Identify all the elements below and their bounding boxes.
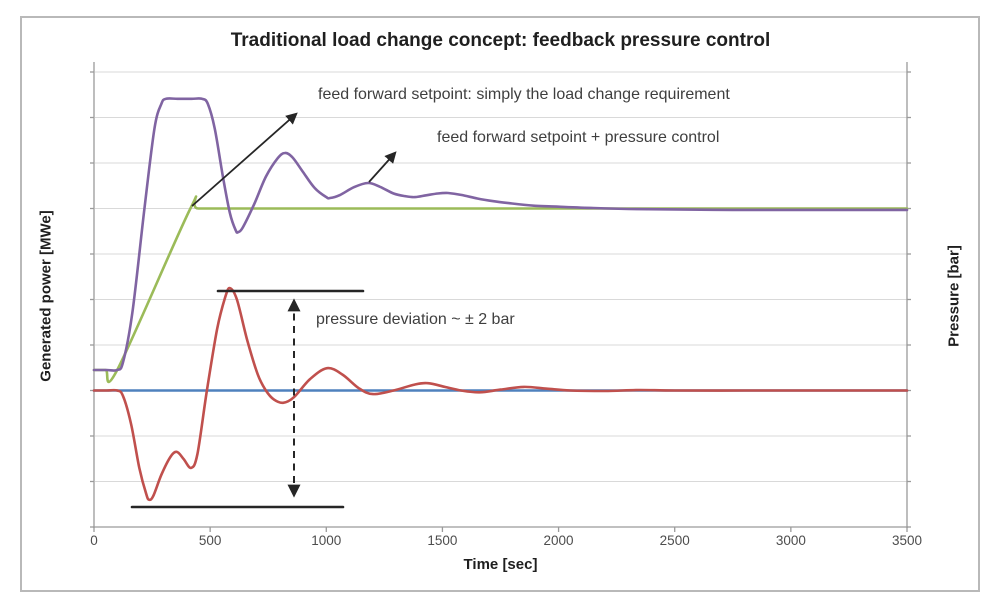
x-tick-label: 500: [198, 533, 222, 548]
x-tick-label: 3000: [775, 533, 806, 548]
x-tick-label: 1500: [427, 533, 458, 548]
series-line-3-pressure-feedback-controlled-deviation-2: [92, 286, 909, 502]
figure-border: [20, 16, 980, 592]
left-y-axis-title: Generated power [MWe]: [37, 210, 55, 382]
series-line-1-feed-forward-setpoint-pressure-control-g: [92, 97, 909, 372]
series-line-0-feed-forward-setpoint-load-change-requir: [92, 195, 909, 384]
x-tick-label: 2000: [543, 533, 574, 548]
annotation-pressure-deviation: pressure deviation ~ ± 2 bar: [316, 311, 515, 328]
x-tick-label: 2500: [659, 533, 690, 548]
feed-forward-annotation-arrow: [191, 112, 298, 207]
chart-title: Traditional load change concept: feedbac…: [230, 30, 771, 51]
x-tick-label: 3500: [891, 533, 923, 548]
annotation-feed-forward-pressure-control: feed forward setpoint + pressure control: [437, 129, 720, 146]
annotation-shapes: [130, 112, 397, 509]
pressure-control-annotation-arrow: [368, 151, 397, 183]
right-y-axis-title: Pressure [bar]: [945, 245, 963, 347]
annotation-feed-forward: feed forward setpoint: simply the load c…: [318, 86, 730, 103]
axes: [90, 62, 911, 532]
series-lines: [92, 97, 909, 502]
x-tick-label: 0: [90, 533, 98, 548]
x-tick-label: 1000: [311, 533, 342, 548]
x-axis-title: Time [sec]: [463, 556, 538, 573]
